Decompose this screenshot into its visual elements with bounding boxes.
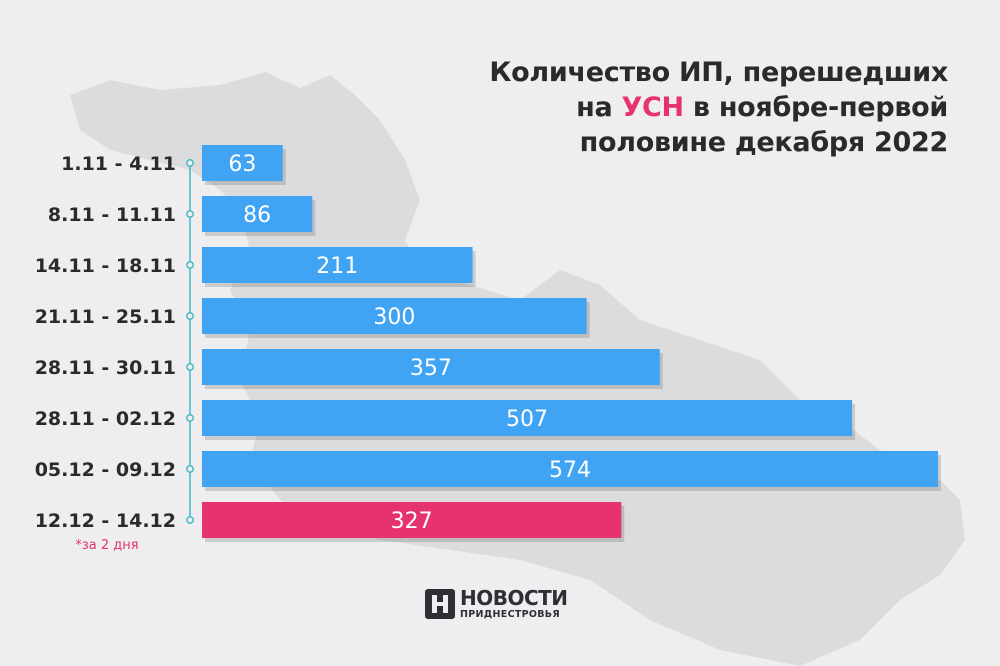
- bar-4: [202, 298, 587, 334]
- chart-title: Количество ИП, перешедших на УСН в ноябр…: [489, 55, 948, 160]
- bar-2: [202, 196, 313, 232]
- bar-value-label: 357: [410, 356, 452, 381]
- axis-tick-dot: [186, 363, 194, 371]
- bar-value-label: 507: [506, 407, 548, 432]
- bar-value-label: 327: [391, 509, 433, 534]
- category-label: 21.11 - 25.11: [35, 306, 176, 328]
- category-label: 28.11 - 30.11: [35, 357, 176, 379]
- axis-tick-dot: [186, 159, 194, 167]
- axis-tick-dot: [186, 516, 194, 524]
- axis-tick-dot: [186, 210, 194, 218]
- bar-5: [202, 349, 660, 385]
- bar-value-label: 300: [373, 305, 415, 330]
- bar-value-label: 63: [228, 152, 256, 177]
- bar-7: [202, 451, 938, 487]
- annotation-note: *за 2 дня: [75, 538, 139, 553]
- axis-tick-dot: [186, 312, 194, 320]
- axis-tick-dot: [186, 465, 194, 473]
- category-label: 8.11 - 11.11: [48, 204, 176, 226]
- category-label: 14.11 - 18.11: [35, 255, 176, 277]
- title-line-3: половине декабря 2022: [579, 127, 949, 158]
- logo-line-1: НОВОСТИ: [460, 586, 568, 610]
- logo: НОВОСТИ ПРИДНЕСТРОВЬЯ: [425, 588, 568, 620]
- category-label: 05.12 - 09.12: [35, 459, 176, 481]
- title-line-2-end: в ноябре-первой: [683, 92, 948, 123]
- bar-value-label: 86: [243, 203, 271, 228]
- title-highlight-usn: УСН: [621, 92, 684, 123]
- axis-tick-dot: [186, 261, 194, 269]
- category-label: 12.12 - 14.12: [35, 510, 176, 532]
- logo-mark-icon: [425, 588, 455, 619]
- bar-1: [202, 145, 283, 181]
- title-line-2: на УСН в ноябре-первой: [489, 90, 948, 125]
- bar-3: [202, 247, 473, 283]
- bar-8: [202, 502, 622, 538]
- bar-6: [202, 400, 853, 436]
- title-line-1: Количество ИП, перешедших: [489, 57, 948, 88]
- bar-value-label: 211: [316, 254, 358, 279]
- title-line-2-start: на: [576, 92, 622, 123]
- logo-text: НОВОСТИ ПРИДНЕСТРОВЬЯ: [460, 588, 568, 620]
- logo-line-2: ПРИДНЕСТРОВЬЯ: [460, 609, 560, 620]
- bar-value-label: 574: [549, 458, 591, 483]
- category-label: 1.11 - 4.11: [61, 153, 176, 175]
- category-label: 28.11 - 02.12: [35, 408, 176, 430]
- axis-tick-dot: [186, 414, 194, 422]
